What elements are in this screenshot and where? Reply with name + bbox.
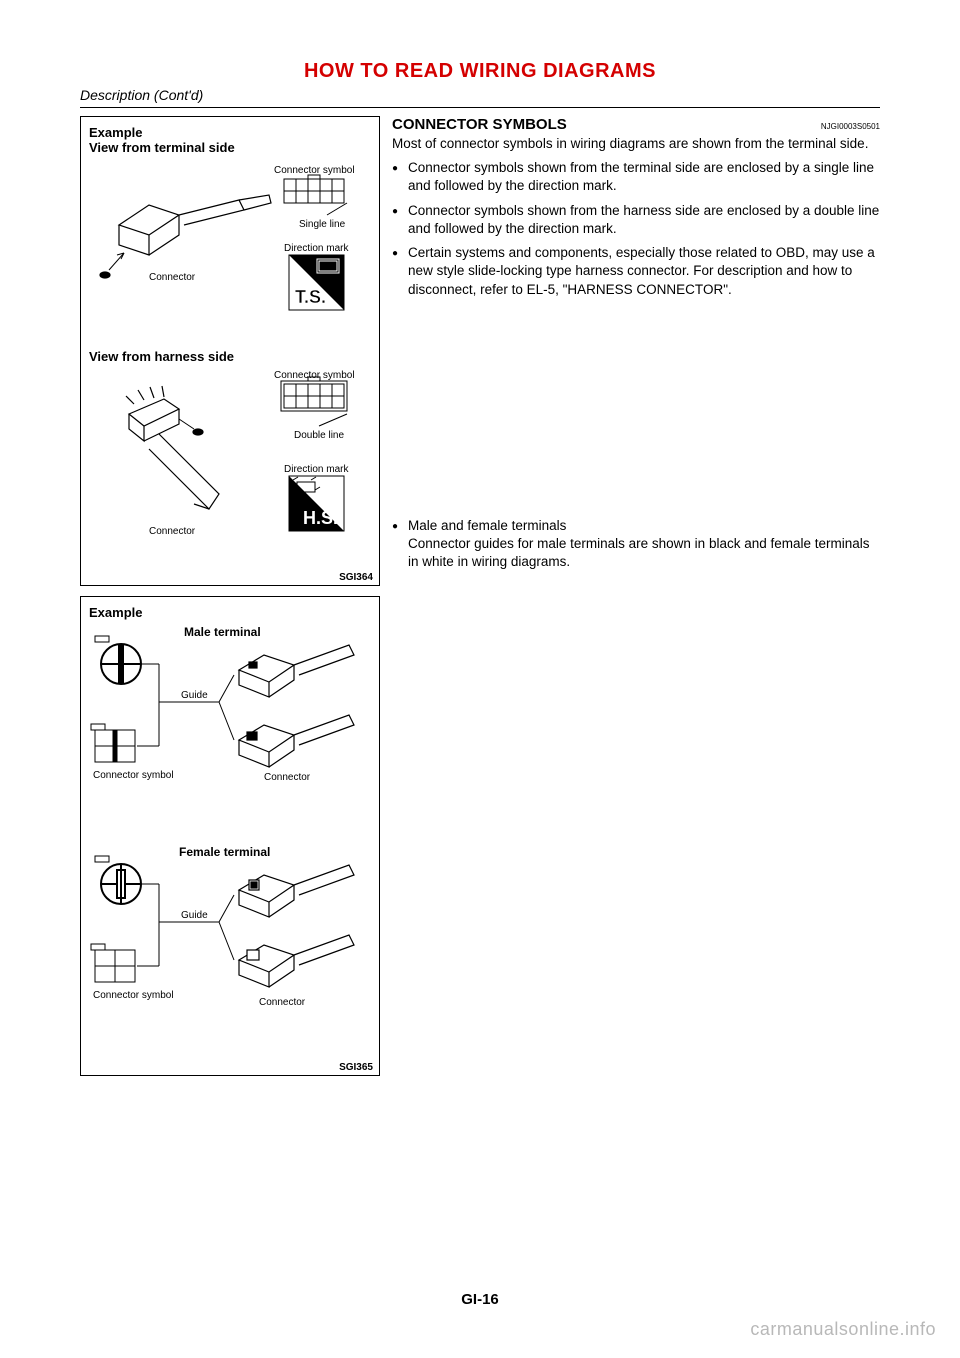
bullet-item: Connector symbols shown from the harness… xyxy=(392,202,880,238)
direction-mark-label: Direction mark xyxy=(284,243,349,254)
view-harness-label: View from harness side xyxy=(89,349,371,364)
connector-symbol-label: Connector symbol xyxy=(274,165,355,176)
connector-label-2: Connector xyxy=(149,526,196,537)
example-label-2: Example xyxy=(89,605,371,620)
connector-label: Connector xyxy=(149,272,196,283)
bullet-list-2: Male and female terminals Connector guid… xyxy=(392,517,880,572)
figure-code-2: SGI365 xyxy=(339,1062,373,1073)
bullet-item: Connector symbols shown from the termina… xyxy=(392,159,880,195)
watermark: carmanualsonline.info xyxy=(750,1319,936,1340)
figure-male-female: Example Male terminal xyxy=(80,596,380,1076)
direction-mark-label-2: Direction mark xyxy=(284,464,349,475)
guide-label-m: Guide xyxy=(181,690,208,701)
ref-code: NJGI0003S0501 xyxy=(821,122,880,131)
subtitle: Description (Cont'd) xyxy=(80,87,203,103)
connector-label-f: Connector xyxy=(259,997,306,1008)
view-terminal-label: View from terminal side xyxy=(89,140,371,155)
male-terminal-diagram: Male terminal Connec xyxy=(89,620,371,840)
figure-code-1: SGI364 xyxy=(339,572,373,583)
svg-text:T.S.: T.S. xyxy=(295,287,326,307)
figure-connector-views: Example View from terminal side xyxy=(80,116,380,586)
section-heading: CONNECTOR SYMBOLS xyxy=(392,116,567,133)
connector-symbol-label-2: Connector symbol xyxy=(274,370,355,381)
svg-text:H.S.: H.S. xyxy=(303,508,338,528)
terminal-side-diagram: Connector Connector symbol Single line D… xyxy=(89,155,371,355)
female-terminal-label: Female terminal xyxy=(179,845,270,859)
bullet-item: Certain systems and components, especial… xyxy=(392,244,880,299)
section-male-female: Male and female terminals Connector guid… xyxy=(392,517,880,572)
bullet-list-1: Connector symbols shown from the termina… xyxy=(392,159,880,299)
harness-side-diagram: Connector symbol Double line xyxy=(89,364,371,574)
double-line-label: Double line xyxy=(294,430,344,441)
page-number: GI-16 xyxy=(0,1291,960,1308)
example-label: Example xyxy=(89,125,371,140)
left-column: Example View from terminal side xyxy=(80,116,380,1086)
connector-label-m: Connector xyxy=(264,772,311,783)
single-line-label: Single line xyxy=(299,219,346,230)
female-terminal-diagram: Female terminal xyxy=(89,840,371,1060)
guide-label-f: Guide xyxy=(181,910,208,921)
bullet-item: Male and female terminals Connector guid… xyxy=(392,517,880,572)
connector-symbol-label-f: Connector symbol xyxy=(93,990,174,1001)
right-column: CONNECTOR SYMBOLS NJGI0003S0501 Most of … xyxy=(392,116,880,1086)
section-connector-symbols: CONNECTOR SYMBOLS NJGI0003S0501 Most of … xyxy=(392,116,880,299)
connector-symbol-label-m: Connector symbol xyxy=(93,770,174,781)
page-title: HOW TO READ WIRING DIAGRAMS xyxy=(80,60,880,83)
content-row: Example View from terminal side xyxy=(80,116,880,1086)
intro-text: Most of connector symbols in wiring diag… xyxy=(392,135,880,153)
male-terminal-label: Male terminal xyxy=(184,625,261,639)
subtitle-row: Description (Cont'd) xyxy=(80,87,880,108)
